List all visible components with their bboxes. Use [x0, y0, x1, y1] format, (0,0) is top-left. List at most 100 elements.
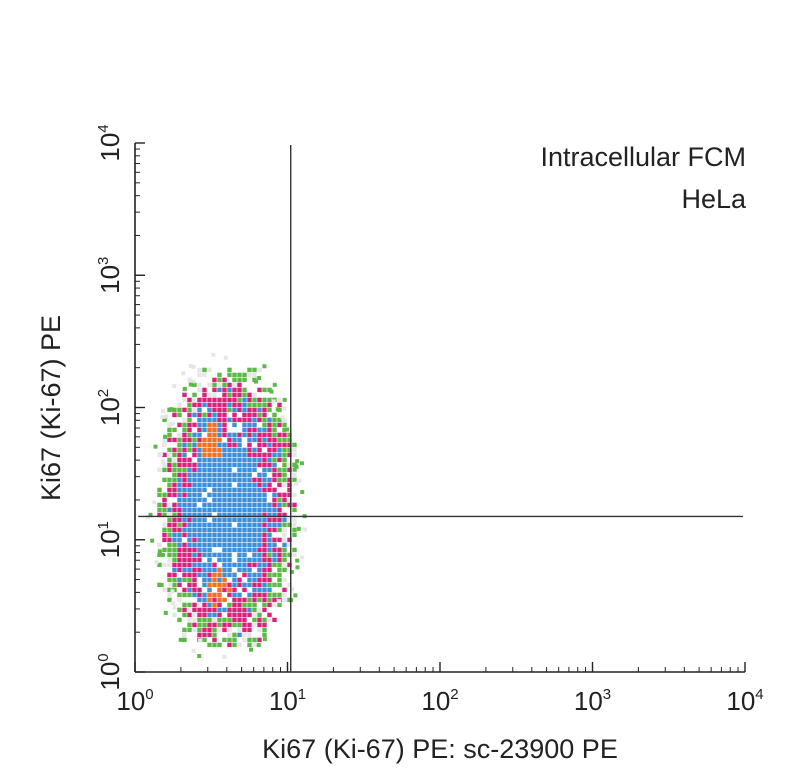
event-dot: [252, 622, 257, 628]
event-dot: [237, 417, 242, 423]
event-dot: [252, 552, 257, 558]
event-dot: [257, 367, 262, 373]
event-dot: [202, 482, 207, 488]
event-dot: [212, 402, 217, 408]
event-dot: [161, 552, 166, 557]
event-dot: [192, 602, 197, 608]
event-dot: [267, 572, 272, 578]
event-dot: [247, 537, 252, 543]
event-dot: [222, 622, 227, 628]
event-dot: [182, 627, 187, 633]
event-dot: [182, 437, 187, 443]
event-dot: [222, 377, 227, 383]
event-dot: [192, 442, 197, 448]
event-dot: [242, 632, 247, 638]
event-dot: [182, 547, 187, 553]
event-dot: [222, 607, 227, 613]
event-dot: [217, 507, 222, 513]
event-dot: [282, 527, 287, 533]
event-dot: [192, 447, 197, 453]
event-dot: [207, 417, 212, 423]
x-axis-title: Ki67 (Ki-67) PE: sc-23900 PE: [262, 734, 618, 764]
event-dot: [232, 377, 237, 383]
event-dot: [202, 602, 207, 608]
event-dot: [187, 397, 192, 403]
event-dot: [237, 617, 242, 623]
event-dot: [277, 457, 282, 463]
event-dot: [252, 437, 257, 443]
event-dot: [272, 467, 277, 473]
event-dot: [177, 502, 182, 508]
event-dot: [262, 502, 267, 508]
event-dot: [207, 627, 212, 633]
event-dot: [192, 432, 197, 438]
event-dot: [237, 582, 242, 588]
event-dot: [222, 482, 227, 488]
event-dot: [197, 627, 202, 633]
event-dot: [252, 557, 257, 563]
event-dot: [207, 607, 212, 613]
event-dot: [227, 442, 232, 448]
event-dot: [212, 642, 217, 648]
event-dot: [247, 507, 252, 513]
event-dot: [169, 407, 174, 412]
event-dot: [287, 497, 292, 503]
event-dot: [242, 572, 247, 578]
event-dot: [153, 444, 158, 449]
event-dot: [287, 492, 292, 498]
event-dot: [276, 599, 281, 604]
event-dot: [223, 355, 228, 360]
event-dot: [212, 422, 217, 428]
event-dot: [157, 552, 162, 558]
event-dot: [252, 537, 257, 543]
event-dot: [217, 567, 222, 573]
y-tick-label: 104: [95, 124, 125, 161]
event-dot: [277, 552, 282, 558]
event-dot: [267, 562, 272, 568]
event-dot: [172, 384, 177, 389]
event-dot: [192, 487, 197, 493]
event-dot: [167, 432, 172, 438]
event-dot: [280, 415, 285, 420]
event-dot: [282, 512, 287, 518]
event-dot: [287, 477, 292, 483]
event-dot: [277, 502, 282, 508]
event-dot: [272, 477, 277, 483]
event-dot: [197, 382, 202, 388]
event-dot: [202, 412, 207, 418]
event-dot: [167, 437, 172, 443]
event-dot: [282, 432, 287, 438]
event-dot: [252, 547, 257, 553]
event-dot: [197, 437, 202, 443]
event-dot: [192, 502, 197, 508]
event-dot: [197, 587, 202, 593]
event-dot: [187, 542, 192, 548]
event-dot: [272, 382, 277, 387]
event-dot: [277, 582, 282, 588]
event-dot: [232, 392, 237, 398]
event-dot: [257, 417, 262, 423]
event-dot: [267, 542, 272, 548]
event-dot: [227, 497, 232, 503]
x-tick-label: 103: [574, 686, 611, 716]
event-dot: [159, 583, 164, 588]
event-dot: [222, 562, 227, 568]
event-dot: [242, 427, 247, 433]
event-dot: [182, 607, 187, 613]
event-dot: [232, 597, 237, 603]
event-dot: [217, 387, 222, 393]
event-dot: [160, 459, 165, 464]
event-dot: [293, 593, 298, 598]
event-dot: [267, 597, 272, 603]
event-dot: [237, 477, 242, 483]
event-dot: [202, 497, 207, 503]
event-dot: [192, 497, 197, 503]
event-dot: [187, 547, 192, 553]
y-tick-label: 102: [95, 389, 125, 426]
event-dot: [202, 367, 207, 373]
event-dot: [152, 500, 157, 505]
event-dot: [197, 387, 202, 393]
event-dot: [292, 452, 297, 458]
event-dot: [212, 527, 217, 533]
event-dot: [162, 452, 167, 458]
